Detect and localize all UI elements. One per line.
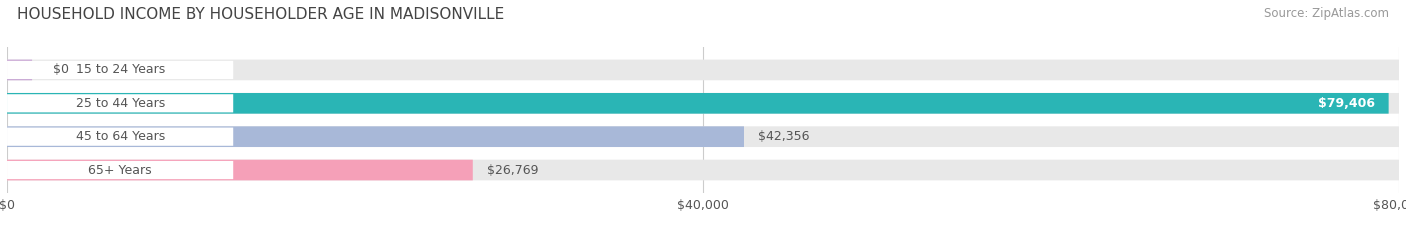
FancyBboxPatch shape	[7, 93, 1389, 114]
FancyBboxPatch shape	[7, 61, 233, 79]
Text: 15 to 24 Years: 15 to 24 Years	[76, 63, 165, 76]
Text: $0: $0	[53, 63, 69, 76]
Text: 25 to 44 Years: 25 to 44 Years	[76, 97, 165, 110]
FancyBboxPatch shape	[7, 126, 1399, 147]
FancyBboxPatch shape	[7, 93, 1399, 114]
Text: Source: ZipAtlas.com: Source: ZipAtlas.com	[1264, 7, 1389, 20]
FancyBboxPatch shape	[7, 128, 233, 146]
Text: $26,769: $26,769	[486, 164, 538, 177]
FancyBboxPatch shape	[7, 60, 32, 80]
FancyBboxPatch shape	[7, 160, 1399, 180]
FancyBboxPatch shape	[7, 161, 233, 179]
Text: HOUSEHOLD INCOME BY HOUSEHOLDER AGE IN MADISONVILLE: HOUSEHOLD INCOME BY HOUSEHOLDER AGE IN M…	[17, 7, 505, 22]
FancyBboxPatch shape	[7, 94, 233, 112]
Text: $79,406: $79,406	[1317, 97, 1375, 110]
Text: $42,356: $42,356	[758, 130, 810, 143]
Text: 45 to 64 Years: 45 to 64 Years	[76, 130, 165, 143]
Text: 65+ Years: 65+ Years	[89, 164, 152, 177]
FancyBboxPatch shape	[7, 126, 744, 147]
FancyBboxPatch shape	[7, 160, 472, 180]
FancyBboxPatch shape	[7, 60, 1399, 80]
